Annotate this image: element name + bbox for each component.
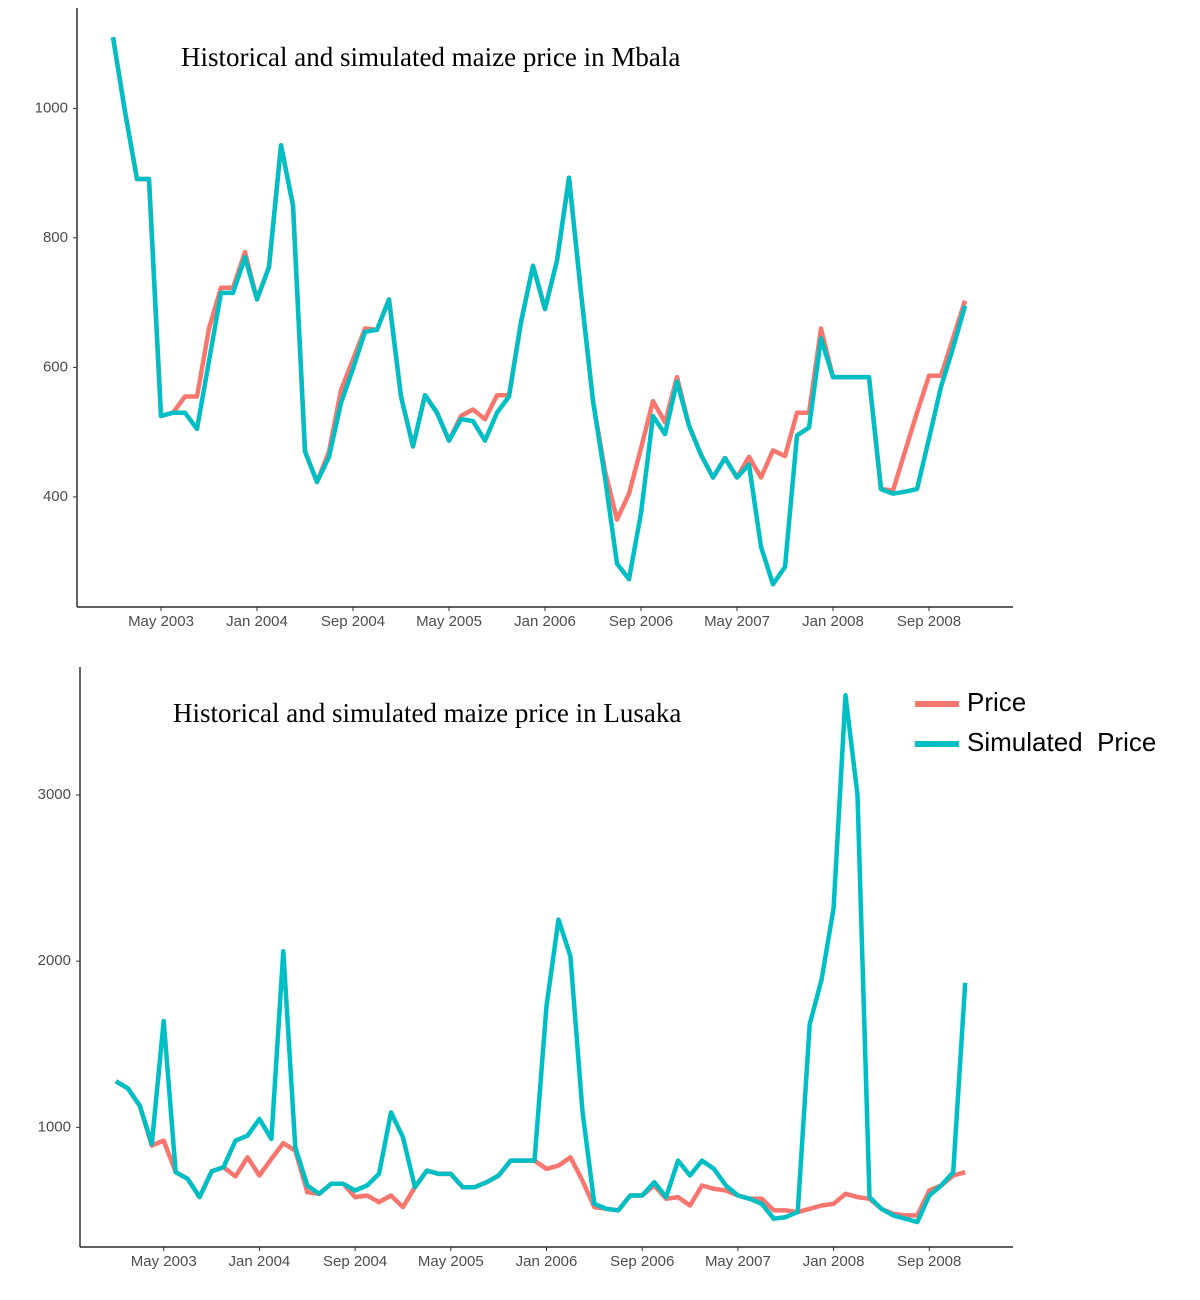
data-line: [114, 693, 968, 1225]
data-line: [110, 36, 968, 587]
x-tick-label: Sep 2004: [323, 1253, 387, 1270]
chart: 400 600 800 1000 May 2003 Jan 2004 Sep 2004 May…: [35, 8, 1013, 630]
x-tick-label: May 2005: [416, 613, 482, 630]
legend: Price Simulated Price: [915, 687, 1156, 757]
chart-title: Historical and simulated maize price in …: [181, 42, 680, 72]
x-tick-label: Sep 2006: [610, 1253, 674, 1270]
legend-label: Simulated Price: [967, 727, 1156, 757]
x-tick-label: Sep 2004: [321, 613, 385, 630]
data-line: [114, 1079, 966, 1218]
x-tick-label: Jan 2008: [802, 613, 864, 630]
x-tick-label: Jan 2008: [803, 1253, 865, 1270]
y-tick-label: 1000: [38, 1118, 71, 1135]
x-tick-label: May 2007: [705, 1253, 771, 1270]
x-tick-label: May 2007: [704, 613, 770, 630]
chart: 1000 2000 3000 May 2003 Jan 2004 Sep 2004 May …: [38, 667, 1156, 1270]
data-line: [110, 36, 968, 522]
x-tick-label: Sep 2008: [897, 1253, 961, 1270]
x-tick-label: May 2005: [418, 1253, 484, 1270]
y-tick-label: 400: [43, 488, 68, 505]
y-tick-label: 600: [43, 358, 68, 375]
x-tick-label: Jan 2004: [226, 613, 288, 630]
x-tick-label: May 2003: [128, 613, 194, 630]
x-tick-label: Jan 2006: [516, 1253, 578, 1270]
x-tick-label: Sep 2008: [897, 613, 961, 630]
y-tick-label: 1000: [35, 99, 68, 116]
chart-title: Historical and simulated maize price in …: [173, 698, 681, 728]
y-tick-label: 3000: [38, 786, 71, 803]
y-tick-label: 800: [43, 229, 68, 246]
legend-label: Price: [967, 687, 1026, 717]
x-tick-label: May 2003: [131, 1253, 197, 1270]
x-tick-label: Jan 2006: [514, 613, 576, 630]
x-tick-label: Sep 2006: [609, 613, 673, 630]
x-tick-label: Jan 2004: [229, 1253, 291, 1270]
y-tick-label: 2000: [38, 952, 71, 969]
